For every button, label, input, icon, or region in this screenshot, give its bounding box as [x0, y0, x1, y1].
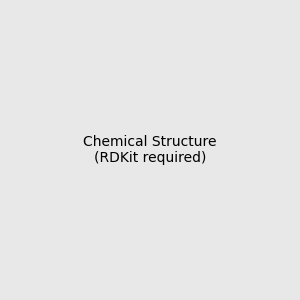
- Text: Chemical Structure
(RDKit required): Chemical Structure (RDKit required): [83, 135, 217, 165]
